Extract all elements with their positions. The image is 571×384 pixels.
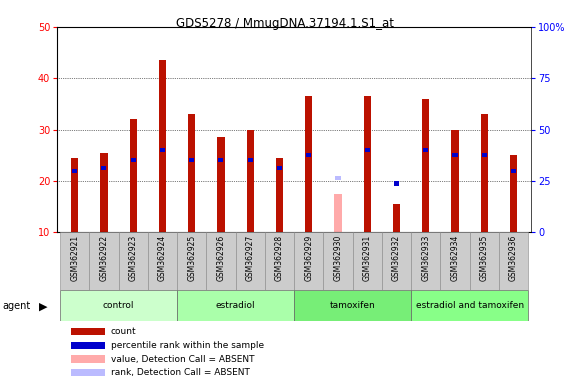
Bar [71, 369, 104, 376]
Bar [131, 158, 136, 162]
Text: GDS5278 / MmugDNA.37194.1.S1_at: GDS5278 / MmugDNA.37194.1.S1_at [176, 17, 395, 30]
Bar [177, 232, 206, 290]
Bar [206, 232, 236, 290]
Bar [72, 169, 77, 173]
Bar [71, 158, 78, 232]
Text: GSM362927: GSM362927 [246, 235, 255, 281]
Bar [248, 158, 253, 162]
Text: percentile rank within the sample: percentile rank within the sample [111, 341, 264, 350]
Bar [305, 96, 312, 232]
Bar [422, 99, 429, 232]
Bar [499, 232, 528, 290]
Text: agent: agent [3, 301, 31, 311]
Text: GSM362926: GSM362926 [216, 235, 226, 281]
Text: GSM362930: GSM362930 [333, 235, 343, 281]
Text: GSM362931: GSM362931 [363, 235, 372, 281]
Bar [511, 169, 516, 173]
Bar [100, 153, 107, 232]
Bar [335, 176, 340, 180]
Bar [334, 194, 341, 232]
Bar [394, 182, 399, 185]
Text: rank, Detection Call = ABSENT: rank, Detection Call = ABSENT [111, 368, 250, 377]
Text: GSM362925: GSM362925 [187, 235, 196, 281]
Bar [71, 342, 104, 349]
Bar [71, 356, 104, 362]
Text: GSM362924: GSM362924 [158, 235, 167, 281]
Bar [189, 158, 194, 162]
Text: GSM362932: GSM362932 [392, 235, 401, 281]
Text: count: count [111, 327, 136, 336]
Bar [71, 328, 104, 335]
Bar [411, 232, 440, 290]
Bar [159, 60, 166, 232]
Bar [188, 114, 195, 232]
Bar [393, 204, 400, 232]
Bar [60, 232, 89, 290]
Bar [218, 137, 224, 232]
Text: GSM362922: GSM362922 [99, 235, 108, 281]
Text: GSM362923: GSM362923 [128, 235, 138, 281]
Bar [510, 155, 517, 232]
Bar [294, 290, 411, 321]
Bar [101, 166, 106, 170]
Bar [482, 153, 487, 157]
Text: control: control [103, 301, 134, 310]
Bar [236, 232, 265, 290]
Text: GSM362935: GSM362935 [480, 235, 489, 281]
Bar [306, 153, 311, 157]
Bar [89, 232, 119, 290]
Bar [451, 130, 459, 232]
Bar [177, 290, 294, 321]
Text: GSM362929: GSM362929 [304, 235, 313, 281]
Bar [265, 232, 294, 290]
Bar [481, 114, 488, 232]
Bar [130, 119, 137, 232]
Text: tamoxifen: tamoxifen [329, 301, 376, 310]
Text: GSM362921: GSM362921 [70, 235, 79, 281]
Text: GSM362928: GSM362928 [275, 235, 284, 281]
Bar [218, 158, 223, 162]
Bar [452, 153, 457, 157]
Bar [148, 232, 177, 290]
Bar [277, 166, 282, 170]
Bar [382, 232, 411, 290]
Bar [294, 232, 323, 290]
Bar [469, 232, 499, 290]
Text: estradiol: estradiol [216, 301, 255, 310]
Text: ▶: ▶ [39, 301, 47, 311]
Bar [276, 158, 283, 232]
Bar [393, 204, 400, 232]
Bar [440, 232, 469, 290]
Bar [160, 148, 165, 152]
Bar [60, 290, 177, 321]
Bar [323, 232, 352, 290]
Bar [364, 96, 371, 232]
Bar [365, 148, 370, 152]
Bar [119, 232, 148, 290]
Text: GSM362936: GSM362936 [509, 235, 518, 281]
Bar [247, 130, 254, 232]
Bar [352, 232, 382, 290]
Text: estradiol and tamoxifen: estradiol and tamoxifen [416, 301, 524, 310]
Bar [411, 290, 528, 321]
Text: value, Detection Call = ABSENT: value, Detection Call = ABSENT [111, 354, 254, 364]
Text: GSM362933: GSM362933 [421, 235, 430, 281]
Bar [423, 148, 428, 152]
Text: GSM362934: GSM362934 [451, 235, 460, 281]
